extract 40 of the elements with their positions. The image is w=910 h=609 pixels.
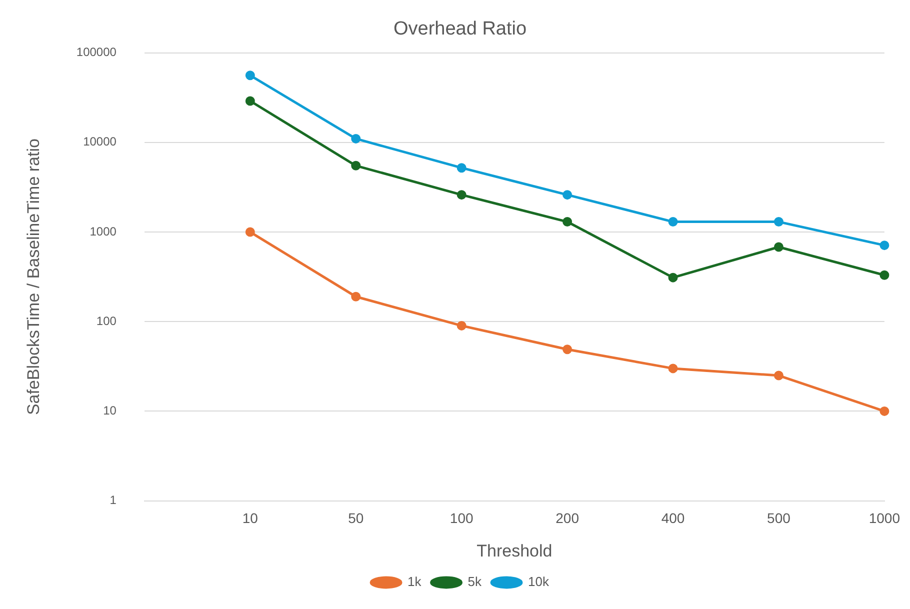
point: [456, 320, 466, 330]
point: [880, 240, 890, 250]
y-tick-label: 10: [103, 404, 117, 418]
point: [668, 364, 678, 374]
y-axis-title: SafeBlocksTime / BaselineTime ratio: [24, 138, 43, 416]
point: [245, 227, 255, 237]
point: [456, 190, 466, 200]
legend-label: 1k: [408, 574, 422, 590]
x-tick-label: 200: [556, 510, 580, 526]
point: [668, 272, 678, 282]
legend-label: 5k: [468, 574, 482, 590]
point: [774, 217, 784, 227]
point: [562, 344, 572, 354]
legend-label: 10k: [528, 574, 550, 590]
y-tick-label: 1: [110, 493, 117, 508]
point: [562, 217, 572, 227]
x-tick-label: 100: [450, 510, 474, 526]
chart-title: Overhead Ratio: [393, 18, 527, 40]
x-tick-label: 50: [348, 510, 364, 526]
y-tick-label: 1000: [90, 224, 117, 238]
point: [351, 160, 361, 170]
x-tick-label: 400: [661, 510, 685, 526]
y-tick-label: 10000: [83, 134, 117, 149]
x-tick-label: 10: [242, 510, 258, 526]
point: [668, 217, 678, 227]
point: [456, 163, 466, 173]
y-tick-label: 100: [96, 314, 117, 328]
point: [245, 96, 255, 106]
point: [351, 292, 361, 302]
point: [562, 190, 572, 200]
point: [880, 270, 890, 280]
x-axis-title: Threshold: [476, 541, 552, 560]
point: [245, 70, 255, 80]
x-tick-label: 500: [767, 510, 791, 526]
point: [351, 134, 361, 144]
y-tick-label: 100000: [76, 45, 117, 60]
point: [774, 242, 784, 252]
point: [774, 370, 784, 380]
point: [880, 406, 890, 416]
x-tick-label: 1000: [868, 510, 900, 526]
